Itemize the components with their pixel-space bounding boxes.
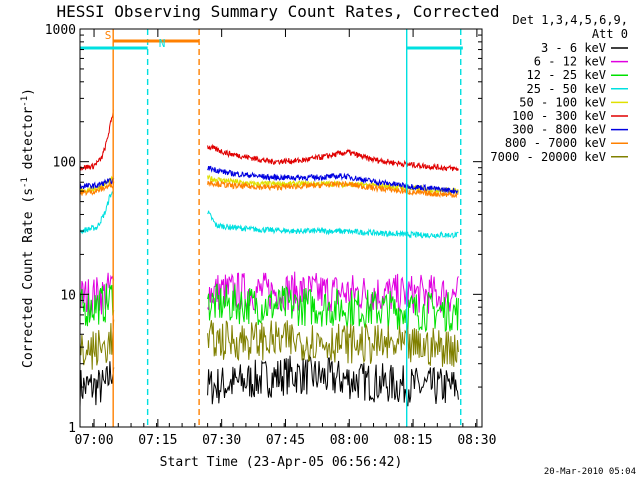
series-line xyxy=(79,319,115,370)
legend-entry-label: 25 - 50 keV xyxy=(527,82,606,96)
footer-timestamp: 20-Mar-2010 05:04 xyxy=(544,467,636,477)
x-axis-label: Start Time (23-Apr-05 06:56:42) xyxy=(160,455,403,470)
y-tick-label: 1 xyxy=(68,421,76,436)
y-axis-label-sup2: -1 xyxy=(20,96,30,107)
series-line xyxy=(207,320,459,367)
legend-header-line1: Det 1,3,4,5,6,9, xyxy=(512,13,628,27)
y-axis-label-sup1: -1 xyxy=(20,177,30,188)
series-line xyxy=(79,181,115,197)
series-line xyxy=(79,272,115,317)
legend-entry-label: 100 - 300 keV xyxy=(512,109,606,123)
event-label-s: S xyxy=(105,29,112,42)
y-axis-label-part1: Corrected Count Rate (s xyxy=(21,188,36,368)
legend-entry-label: 12 - 25 keV xyxy=(527,68,606,82)
y-tick-label: 1000 xyxy=(45,23,76,38)
y-axis-label-part3: ) xyxy=(21,88,36,96)
x-tick-label: 08:00 xyxy=(330,433,369,448)
legend-entry-label: 3 - 6 keV xyxy=(541,41,606,55)
series-line xyxy=(79,283,115,327)
x-axis-ticks: 07:00 07:15 07:30 07:45 08:00 08:15 08:30 xyxy=(74,29,496,448)
y-tick-label: 100 xyxy=(53,156,76,171)
series-line xyxy=(207,180,459,199)
series-line xyxy=(79,109,114,171)
x-tick-label: 08:30 xyxy=(457,433,496,448)
x-tick-label: 07:45 xyxy=(266,433,305,448)
series-layer xyxy=(79,109,459,408)
series-line xyxy=(207,283,459,333)
legend-header-line2: Att 0 xyxy=(592,27,628,41)
plot-frame xyxy=(79,28,483,428)
x-tick-label: 07:30 xyxy=(202,433,241,448)
x-tick-label: 08:15 xyxy=(394,433,433,448)
y-axis-label: Corrected Count Rate (s-1 detector-1) xyxy=(20,88,36,368)
series-line xyxy=(207,354,459,407)
series-line xyxy=(207,143,459,172)
legend-entry-label: 6 - 12 keV xyxy=(534,55,606,69)
series-line xyxy=(79,177,115,190)
x-tick-label: 07:00 xyxy=(74,433,113,448)
series-line xyxy=(207,210,459,239)
y-tick-label: 10 xyxy=(60,288,76,303)
legend-entry-label: 50 - 100 keV xyxy=(519,95,606,109)
legend-entry-label: 800 - 7000 keV xyxy=(505,136,606,150)
event-label-n: N xyxy=(159,37,166,50)
chart-title: HESSI Observing Summary Count Rates, Cor… xyxy=(56,2,499,21)
x-tick-label: 07:15 xyxy=(138,433,177,448)
legend-entry-label: 7000 - 20000 keV xyxy=(490,150,606,164)
y-axis-label-part2: detector xyxy=(21,107,36,178)
series-line xyxy=(79,191,115,235)
series-line xyxy=(207,165,459,195)
legend-entry-label: 300 - 800 keV xyxy=(512,123,606,137)
event-layer: SN xyxy=(80,29,463,427)
y-axis-ticks: 1 10 100 1000 xyxy=(45,23,482,436)
series-line xyxy=(79,361,115,408)
